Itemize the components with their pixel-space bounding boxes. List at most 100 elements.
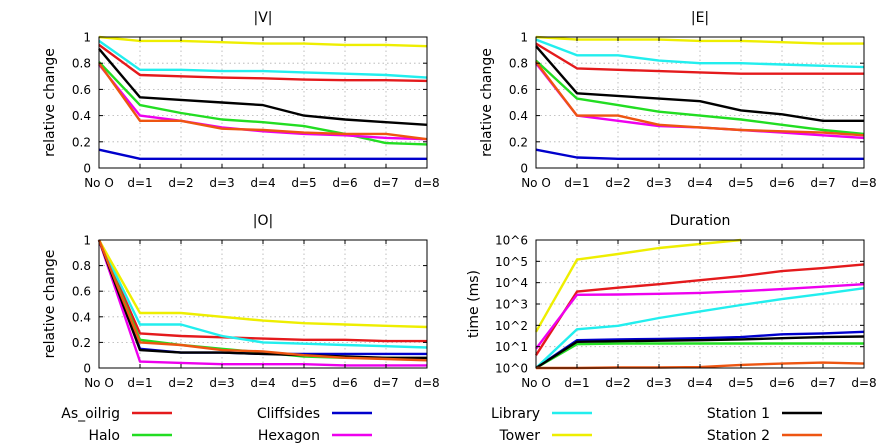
legend-label: Hexagon — [258, 428, 320, 444]
plot-frame — [535, 36, 865, 169]
y-tick-label: 0 — [83, 362, 91, 376]
series-line-station-1 — [97, 239, 427, 359]
y-tick-label: 0 — [83, 162, 91, 176]
y-tick-label: 0.8 — [72, 259, 91, 273]
series-line-as-oilrig — [97, 239, 427, 343]
legend-item: Station 2 — [707, 428, 822, 444]
legend-label: Station 1 — [707, 406, 770, 422]
y-tick-label: 10^6 — [495, 234, 528, 248]
x-tick-label: d=3 — [209, 376, 234, 390]
series-line-as-oilrig — [98, 43, 428, 83]
x-tick-label: d=7 — [373, 176, 398, 190]
y-tick-label: 10^4 — [495, 276, 528, 290]
x-tick-label: d=7 — [810, 176, 835, 190]
chart-panel-4: No O d=1 d=2 d=3 d=4 d=5 d=6 d=7 d=8 10^0 10^1 10^2… — [466, 213, 876, 390]
legend-item: Hexagon — [258, 428, 372, 444]
chart-title: |E| — [691, 10, 709, 26]
x-tick-label: d=5 — [291, 176, 316, 190]
x-tick-label: d=8 — [414, 376, 439, 390]
series-line-as-oilrig — [535, 42, 864, 75]
x-tick-label: d=4 — [250, 176, 275, 190]
y-axis-label: relative change — [42, 250, 58, 359]
series-line-station-2 — [98, 62, 428, 141]
y-axis-label: time (ms) — [466, 270, 482, 338]
x-tick-label: d=2 — [605, 176, 630, 190]
series-line-tower — [98, 35, 428, 48]
legend-item: Library — [491, 406, 592, 422]
y-tick-label: 10^5 — [495, 255, 528, 269]
x-tick-label: d=1 — [564, 376, 589, 390]
y-tick-label: 0.2 — [72, 336, 91, 350]
x-tick-label: d=3 — [646, 376, 671, 390]
legend-item: Station 1 — [707, 406, 822, 422]
x-tick-label: No O — [521, 176, 551, 190]
x-tick-label: No O — [521, 376, 551, 390]
legend-item: Halo — [88, 428, 172, 444]
legend-item: Cliffsides — [257, 406, 372, 422]
x-tick-label: d=1 — [564, 176, 589, 190]
x-tick-label: d=8 — [851, 376, 876, 390]
x-tick-label: d=3 — [646, 176, 671, 190]
x-tick-label: No O — [84, 376, 114, 390]
y-tick-label: 0.2 — [72, 135, 91, 149]
x-tick-label: d=2 — [605, 376, 630, 390]
y-tick-label: 10^1 — [495, 340, 528, 354]
x-tick-label: d=5 — [291, 376, 316, 390]
x-tick-label: d=5 — [728, 376, 753, 390]
chart-panel-1: No O d=1 d=2 d=3 d=4 d=5 d=6 d=7 d=8 0 0.2 0.4 0.6 0.… — [42, 10, 440, 190]
series-line-station-2 — [97, 239, 428, 362]
series-line-library — [535, 287, 865, 369]
series-line-as-oilrig — [534, 263, 865, 356]
series-line-cliffsides — [535, 330, 865, 369]
x-tick-label: d=6 — [332, 376, 357, 390]
x-tick-label: No O — [84, 176, 114, 190]
series-line-station-1 — [98, 48, 428, 126]
series-line-station-2 — [535, 61, 865, 137]
series-line-station-1 — [535, 335, 865, 370]
x-tick-label: d=1 — [127, 376, 152, 390]
x-tick-label: d=4 — [687, 376, 712, 390]
series-line-tower — [534, 238, 742, 333]
y-tick-label: 0.8 — [72, 57, 91, 71]
legend-label: Library — [491, 406, 540, 422]
legend-label: Station 2 — [707, 428, 770, 444]
chart-title: Duration — [670, 213, 731, 229]
x-tick-label: d=3 — [209, 176, 234, 190]
legend-label: As_oilrig — [61, 406, 120, 422]
x-tick-label: d=4 — [250, 376, 275, 390]
y-tick-label: 1 — [83, 234, 91, 248]
y-axis-label: relative change — [479, 48, 495, 157]
series-line-cliffsides — [98, 148, 427, 161]
y-tick-label: 0.4 — [72, 109, 91, 123]
y-tick-label: 10^0 — [495, 362, 528, 376]
series-line-cliffsides — [535, 148, 864, 161]
y-tick-label: 0.4 — [509, 109, 528, 123]
chart-title: |O| — [253, 213, 273, 229]
series-line-cliffsides — [97, 239, 427, 356]
x-tick-label: d=5 — [728, 176, 753, 190]
plot-frame — [98, 36, 428, 169]
series-line-halo — [535, 342, 864, 370]
legend-item: Tower — [498, 428, 592, 444]
y-tick-label: 0 — [520, 162, 528, 176]
legend-label: Tower — [498, 428, 540, 444]
series-line-hexagon — [535, 283, 865, 350]
x-tick-label: d=6 — [769, 176, 794, 190]
x-tick-label: d=8 — [414, 176, 439, 190]
y-tick-label: 0.6 — [509, 83, 528, 97]
legend: As_oilrig Halo Cliffsides Hexagon Library Tow… — [61, 406, 822, 444]
y-tick-label: 0.6 — [72, 285, 91, 299]
y-axis-label: relative change — [42, 48, 58, 157]
series-line-library — [97, 239, 428, 349]
series-line-halo — [98, 61, 428, 146]
y-tick-label: 0.2 — [509, 135, 528, 149]
x-tick-label: d=6 — [332, 176, 357, 190]
series-line-tower — [97, 239, 428, 329]
y-tick-label: 10^3 — [495, 298, 528, 312]
y-tick-label: 0.6 — [72, 83, 91, 97]
chart-title: |V| — [253, 10, 272, 26]
x-tick-label: d=2 — [168, 176, 193, 190]
x-tick-label: d=7 — [810, 376, 835, 390]
series-line-halo — [535, 59, 865, 136]
